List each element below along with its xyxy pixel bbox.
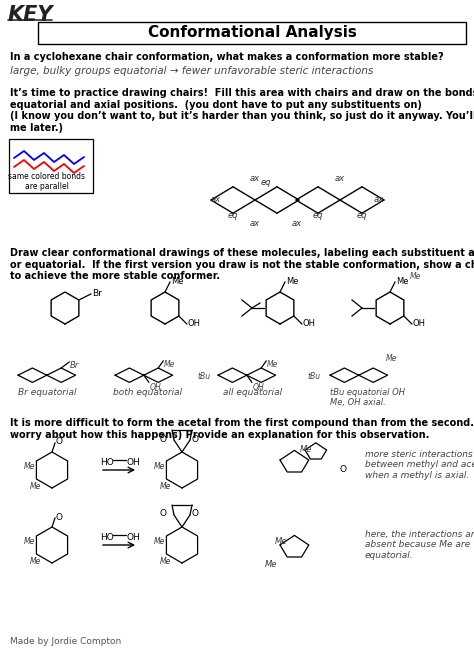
Text: OH: OH (253, 383, 264, 393)
Text: Me: Me (410, 272, 421, 281)
Text: tBu equatorial OH
Me, OH axial.: tBu equatorial OH Me, OH axial. (330, 388, 405, 408)
Text: Me: Me (160, 557, 172, 566)
Text: Br equatorial: Br equatorial (18, 388, 76, 397)
Text: KEY: KEY (8, 5, 54, 25)
Text: O: O (56, 437, 63, 447)
Text: O: O (56, 512, 63, 522)
Text: ax: ax (250, 218, 260, 228)
Text: Me: Me (160, 482, 172, 491)
Text: OH: OH (188, 319, 201, 329)
Text: Me: Me (154, 462, 165, 471)
Text: In a cyclohexane chair conformation, what makes a conformation more stable?: In a cyclohexane chair conformation, wha… (10, 52, 444, 62)
Text: all equatorial: all equatorial (223, 388, 282, 397)
Text: tBu: tBu (198, 372, 211, 381)
Text: HO: HO (100, 533, 114, 542)
Text: Me: Me (24, 462, 36, 471)
Text: Draw clear conformational drawings of these molecules, labeling each substituent: Draw clear conformational drawings of th… (10, 248, 474, 281)
Text: Me: Me (300, 445, 312, 454)
Text: HO: HO (100, 458, 114, 467)
Text: Me: Me (265, 560, 277, 569)
Text: ax: ax (211, 196, 221, 205)
Text: It is more difficult to form the acetal from the first compound than from the se: It is more difficult to form the acetal … (10, 418, 474, 439)
Text: ax: ax (292, 218, 302, 228)
Text: tBu: tBu (308, 372, 321, 381)
Text: Me: Me (275, 537, 287, 546)
Text: both equatorial: both equatorial (113, 388, 182, 397)
Text: O: O (192, 509, 199, 518)
Text: Me: Me (164, 360, 175, 369)
Text: OH: OH (303, 319, 316, 329)
Text: Me: Me (267, 360, 279, 369)
Text: Me: Me (24, 537, 36, 546)
Text: ax: ax (250, 174, 260, 183)
Text: Br: Br (70, 361, 80, 370)
Text: Br: Br (92, 288, 102, 297)
Text: O: O (160, 509, 167, 518)
Text: O: O (192, 434, 199, 443)
Text: Conformational Analysis: Conformational Analysis (147, 25, 356, 40)
Text: here, the interactions are
absent because Me are
equatorial.: here, the interactions are absent becaus… (365, 530, 474, 560)
Text: eq: eq (228, 211, 238, 220)
Text: OH: OH (413, 319, 426, 329)
Text: more steric interactions
between methyl and acetal
when a methyl is axial.: more steric interactions between methyl … (365, 450, 474, 480)
Text: same colored bonds
are parallel: same colored bonds are parallel (9, 172, 85, 192)
Text: It’s time to practice drawing chairs!  Fill this area with chairs and draw on th: It’s time to practice drawing chairs! Fi… (10, 88, 474, 133)
Text: Me: Me (171, 276, 183, 286)
Text: Me: Me (30, 482, 41, 491)
Text: eq: eq (261, 178, 271, 187)
Text: OH: OH (127, 458, 141, 467)
Text: Me: Me (396, 276, 409, 286)
Text: Me: Me (386, 354, 397, 363)
Text: OH: OH (127, 533, 141, 542)
Text: O: O (160, 434, 167, 443)
Text: Made by Jordie Compton: Made by Jordie Compton (10, 637, 121, 646)
Text: OH: OH (150, 383, 162, 393)
Text: eq: eq (313, 211, 323, 220)
Text: O: O (340, 465, 347, 474)
Text: ax: ax (374, 196, 384, 205)
Text: eq: eq (357, 211, 367, 220)
Text: large, bulky groups equatorial → fewer unfavorable steric interactions: large, bulky groups equatorial → fewer u… (10, 66, 374, 76)
Text: ax: ax (335, 174, 345, 183)
Text: Me: Me (286, 276, 299, 286)
FancyBboxPatch shape (38, 22, 466, 44)
Text: Me: Me (30, 557, 41, 566)
FancyBboxPatch shape (9, 139, 93, 193)
Text: Me: Me (154, 537, 165, 546)
